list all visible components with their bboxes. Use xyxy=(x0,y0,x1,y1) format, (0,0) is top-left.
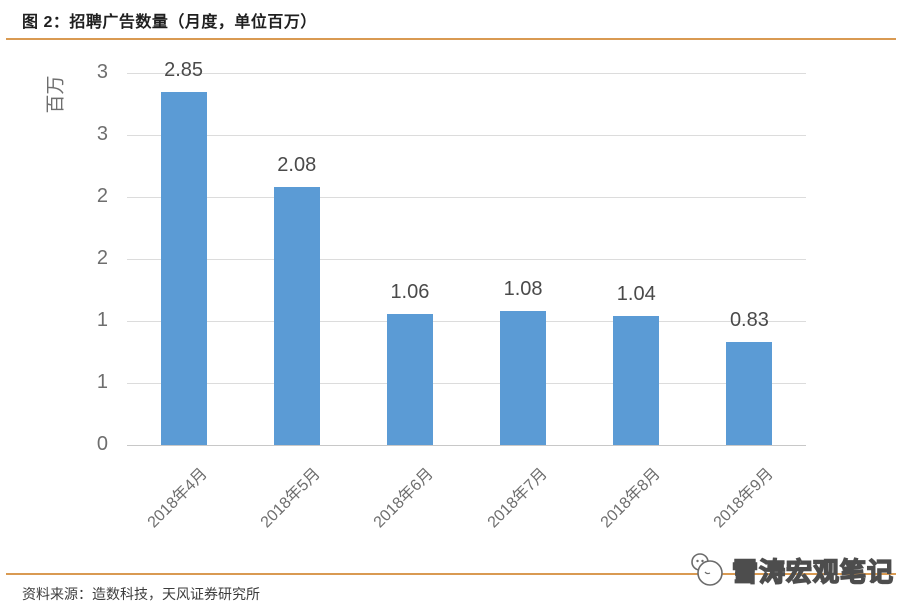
bar xyxy=(160,91,207,445)
bar xyxy=(273,187,320,445)
x-tick-label: 2018年7月 xyxy=(484,465,551,532)
bar-value-label: 2.08 xyxy=(277,154,317,177)
bar xyxy=(386,313,433,445)
x-tick-label: 2018年4月 xyxy=(144,465,211,532)
top-accent-divider xyxy=(6,38,896,40)
bar xyxy=(613,316,660,445)
watermark-text: 雪涛宏观笔记 xyxy=(731,556,895,588)
watermark: 雪涛宏观笔记 xyxy=(686,548,894,592)
y-tick-label: 1 xyxy=(96,309,108,331)
bar-value-label: 0.83 xyxy=(729,309,769,332)
y-tick-label: 3 xyxy=(96,61,108,83)
x-tick-label: 2018年5月 xyxy=(257,465,325,532)
y-axis-title: 百万 xyxy=(45,75,67,114)
gridline xyxy=(127,135,806,136)
bottom-accent-divider xyxy=(6,573,896,575)
gridline xyxy=(127,197,806,198)
gridline xyxy=(127,321,806,322)
x-tick-label: 2018年9月 xyxy=(710,465,777,532)
bar-value-label: 1.08 xyxy=(503,278,543,301)
y-tick-label: 1 xyxy=(96,371,108,393)
y-tick-label: 2 xyxy=(96,185,108,207)
gridline xyxy=(127,445,806,446)
source-text: 资料来源：造数科技，天风证券研究所 xyxy=(22,586,260,602)
y-tick-label: 3 xyxy=(96,123,108,145)
gridline xyxy=(127,383,806,384)
y-tick-label: 2 xyxy=(96,247,108,269)
gridline xyxy=(127,259,806,260)
bar xyxy=(726,342,773,445)
y-tick-label: 0 xyxy=(96,433,108,455)
chat-bubbles-icon xyxy=(691,553,723,586)
page-title: 图 2：招聘广告数量（月度，单位百万） xyxy=(22,14,317,31)
x-tick-label: 2018年8月 xyxy=(597,465,664,532)
x-tick-label: 2018年6月 xyxy=(371,465,438,532)
bar-value-label: 1.06 xyxy=(390,280,430,303)
bar xyxy=(500,311,547,445)
bar-value-label: 2.85 xyxy=(164,58,204,81)
gridline xyxy=(127,73,806,74)
bar-value-label: 1.04 xyxy=(616,283,656,306)
